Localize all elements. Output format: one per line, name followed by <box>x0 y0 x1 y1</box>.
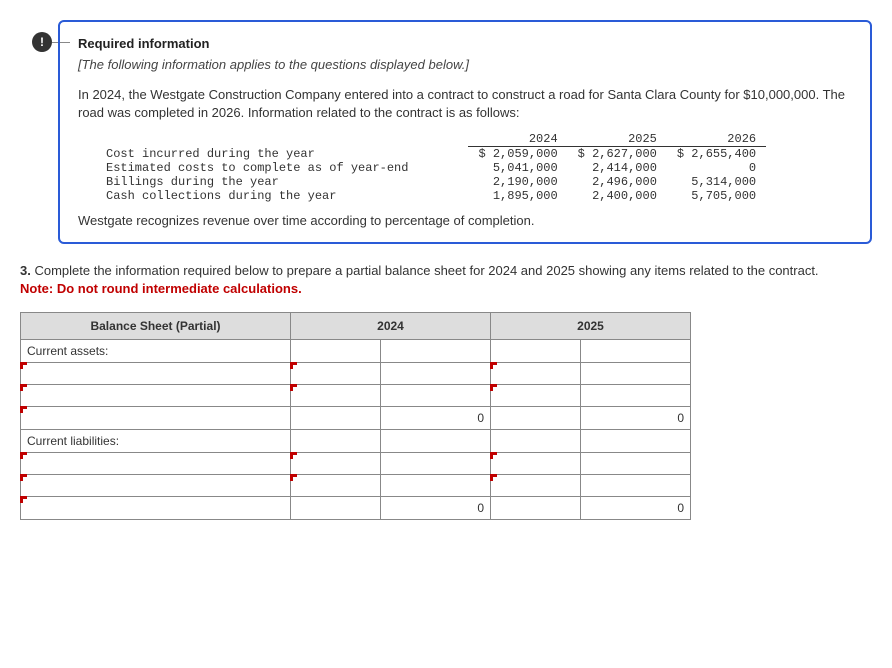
info-badge-icon: ! <box>32 32 52 52</box>
input-cell[interactable] <box>381 452 491 474</box>
balance-header-2025: 2025 <box>491 312 691 339</box>
required-title: Required information <box>78 36 852 51</box>
input-cell[interactable] <box>21 452 291 474</box>
input-cell[interactable] <box>381 339 491 362</box>
input-cell[interactable] <box>21 384 291 406</box>
total-cell: 0 <box>581 496 691 519</box>
contract-data-table: 2024 2025 2026 Cost incurred during the … <box>96 132 766 203</box>
input-cell[interactable] <box>581 339 691 362</box>
input-cell[interactable] <box>491 406 581 429</box>
input-cell[interactable] <box>581 429 691 452</box>
col-header-2026: 2026 <box>667 132 766 147</box>
required-info-box: Required information [The following info… <box>58 20 872 244</box>
input-cell[interactable] <box>491 362 581 384</box>
input-cell[interactable] <box>581 474 691 496</box>
col-header-2024: 2024 <box>468 132 567 147</box>
current-assets-label: Current assets: <box>21 339 291 362</box>
input-cell[interactable] <box>21 496 291 519</box>
input-cell[interactable] <box>491 496 581 519</box>
applies-note: [The following information applies to th… <box>78 57 852 72</box>
input-cell[interactable] <box>291 339 381 362</box>
input-cell[interactable] <box>381 429 491 452</box>
col-header-2025: 2025 <box>568 132 667 147</box>
input-cell[interactable] <box>291 384 381 406</box>
question-text: Complete the information required below … <box>31 263 819 278</box>
input-cell[interactable] <box>291 474 381 496</box>
input-cell[interactable] <box>291 406 381 429</box>
table-row: Cash collections during the year 1,895,0… <box>96 189 766 203</box>
input-cell[interactable] <box>291 362 381 384</box>
input-cell[interactable] <box>291 429 381 452</box>
input-cell[interactable] <box>491 339 581 362</box>
input-cell[interactable] <box>581 452 691 474</box>
recognition-note: Westgate recognizes revenue over time ac… <box>78 213 852 228</box>
balance-sheet-table: Balance Sheet (Partial) 2024 2025 Curren… <box>20 312 691 520</box>
balance-header-label: Balance Sheet (Partial) <box>21 312 291 339</box>
total-cell: 0 <box>381 406 491 429</box>
input-cell[interactable] <box>21 474 291 496</box>
current-liabilities-label: Current liabilities: <box>21 429 291 452</box>
note-prefix: Note: <box>20 281 57 296</box>
input-cell[interactable] <box>381 384 491 406</box>
total-cell: 0 <box>581 406 691 429</box>
table-row: Billings during the year 2,190,000 2,496… <box>96 175 766 189</box>
input-cell[interactable] <box>491 384 581 406</box>
table-row: Cost incurred during the year $ 2,059,00… <box>96 147 766 162</box>
note-text: Do not round intermediate calculations. <box>57 281 302 296</box>
table-row: Estimated costs to complete as of year-e… <box>96 161 766 175</box>
input-cell[interactable] <box>491 452 581 474</box>
input-cell[interactable] <box>291 496 381 519</box>
input-cell[interactable] <box>381 362 491 384</box>
input-cell[interactable] <box>21 406 291 429</box>
input-cell[interactable] <box>21 362 291 384</box>
total-cell: 0 <box>381 496 491 519</box>
intro-paragraph: In 2024, the Westgate Construction Compa… <box>78 86 852 122</box>
input-cell[interactable] <box>291 452 381 474</box>
input-cell[interactable] <box>491 429 581 452</box>
question-block: 3. Complete the information required bel… <box>20 262 872 295</box>
input-cell[interactable] <box>581 384 691 406</box>
balance-header-2024: 2024 <box>291 312 491 339</box>
input-cell[interactable] <box>381 474 491 496</box>
input-cell[interactable] <box>581 362 691 384</box>
input-cell[interactable] <box>491 474 581 496</box>
question-number: 3. <box>20 263 31 278</box>
